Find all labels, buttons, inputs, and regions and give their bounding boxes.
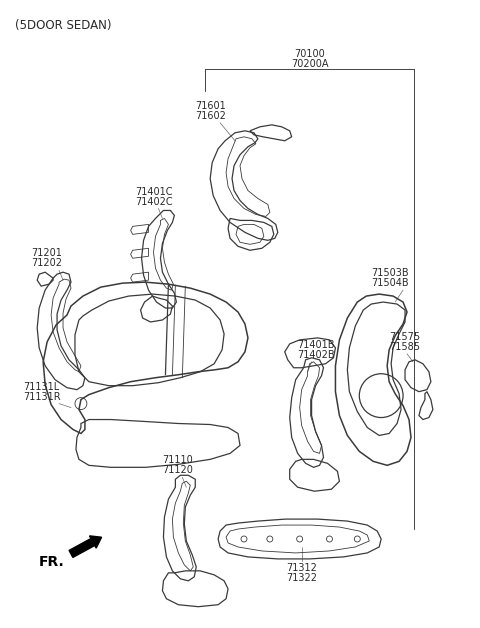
Text: 71131R: 71131R [23, 392, 61, 402]
Text: 71201: 71201 [31, 248, 62, 258]
Text: 71110: 71110 [162, 455, 193, 465]
Text: 71601: 71601 [195, 101, 226, 111]
Text: 71322: 71322 [286, 573, 317, 583]
Text: 71503B: 71503B [371, 268, 409, 278]
Text: 71402B: 71402B [298, 350, 336, 360]
Text: 71401B: 71401B [298, 340, 335, 350]
Text: 71120: 71120 [162, 465, 193, 475]
Text: 71602: 71602 [195, 111, 226, 121]
Text: 71504B: 71504B [371, 278, 409, 288]
Text: 71585: 71585 [389, 342, 420, 352]
Text: 70100: 70100 [294, 49, 325, 59]
Text: FR.: FR. [39, 555, 65, 569]
Text: (5DOOR SEDAN): (5DOOR SEDAN) [15, 19, 112, 32]
Text: 71131L: 71131L [23, 382, 60, 392]
Text: 71402C: 71402C [136, 197, 173, 207]
Text: 71312: 71312 [286, 563, 317, 573]
FancyArrow shape [69, 536, 102, 558]
Text: 70200A: 70200A [291, 59, 328, 69]
Text: 71401C: 71401C [136, 187, 173, 197]
Text: 71575: 71575 [389, 332, 420, 342]
Text: 71202: 71202 [31, 258, 62, 268]
